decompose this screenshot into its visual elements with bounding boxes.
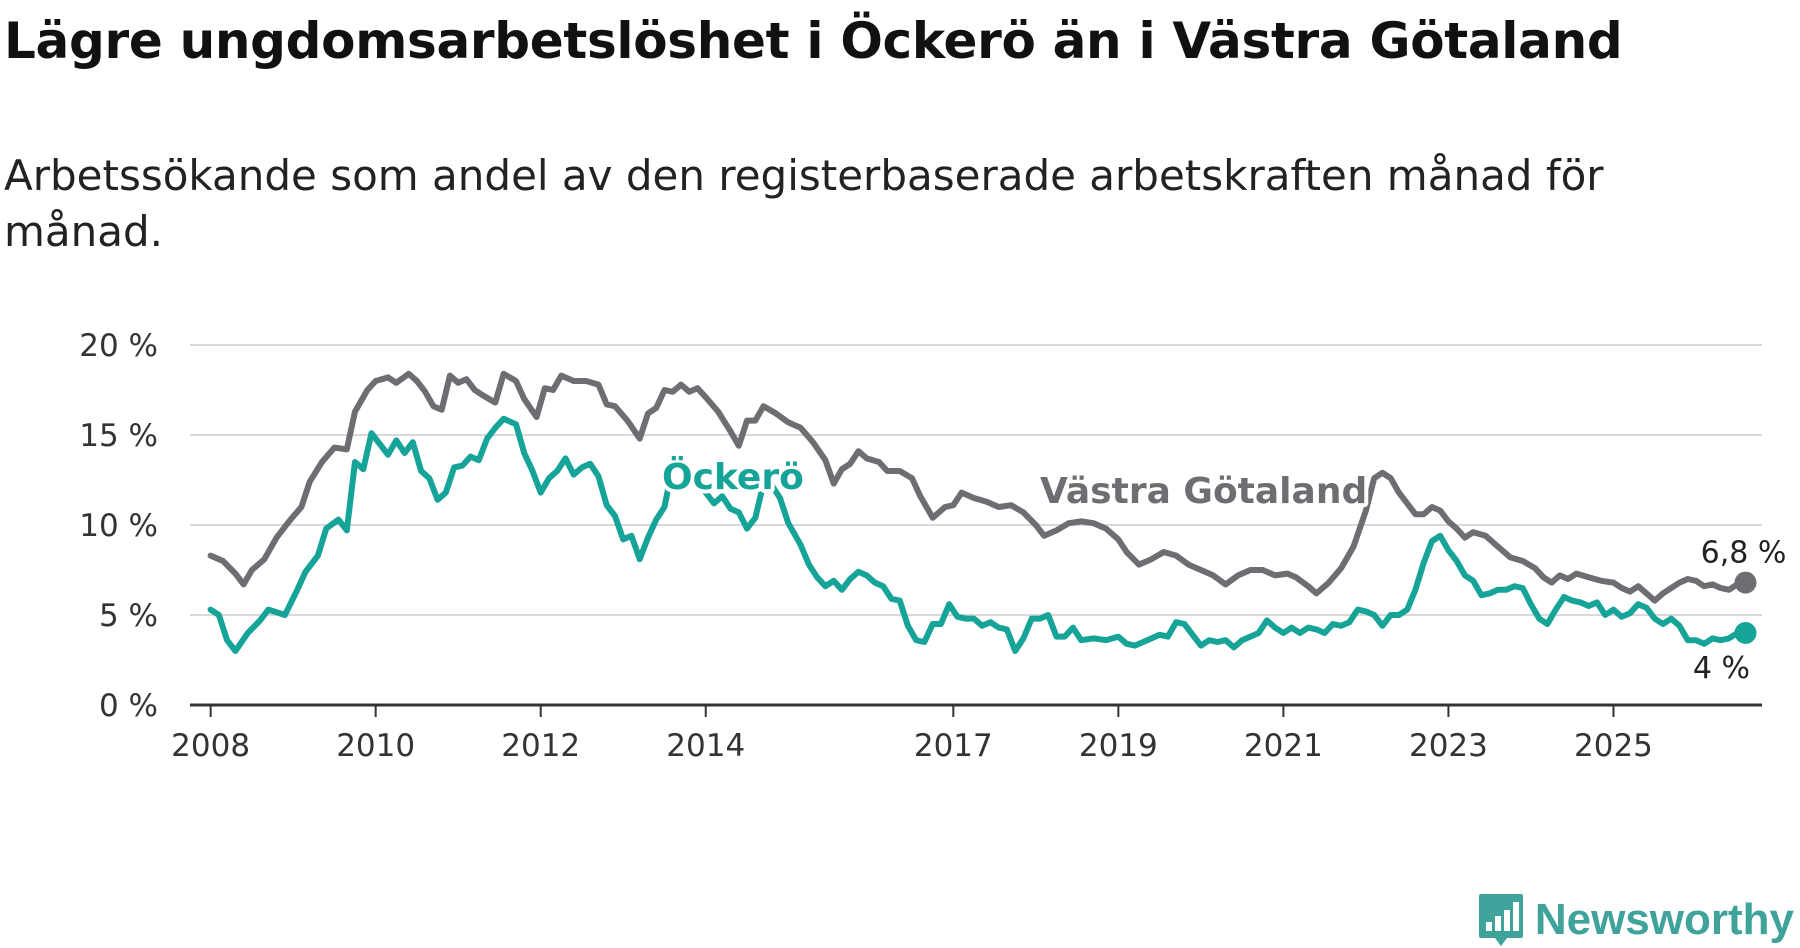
x-tick-label: 2025 xyxy=(1574,728,1653,764)
y-tick-label: 0 % xyxy=(99,688,158,724)
series-labels: Västra Götaland Öckerö 6,8 % 4 % xyxy=(658,452,1789,689)
end-value-vastra-gotaland: 6,8 % xyxy=(1701,536,1787,571)
chart-subtitle: Arbetssökande som andel av den registerb… xyxy=(4,151,1604,256)
x-tick-label: 2019 xyxy=(1079,728,1158,764)
x-tick-label: 2023 xyxy=(1409,728,1488,764)
series-label-vastra-gotaland: Västra Götaland xyxy=(1040,471,1367,512)
series-line-ockero xyxy=(207,415,1749,654)
x-tick-label: 2017 xyxy=(914,728,993,764)
x-tick-label: 2010 xyxy=(336,728,415,764)
chart-title: Lägre ungdomsarbetslöshet i Öckerö än i … xyxy=(4,12,1623,70)
series-line-vastra-gotaland xyxy=(207,370,1749,604)
newsworthy-logo: Newsworthy xyxy=(1477,892,1794,948)
x-tick-label: 2014 xyxy=(666,728,745,764)
x-axis: 2008 2010 2012 2014 2017 2019 2021 2023 2025 xyxy=(171,703,1762,764)
grid-lines xyxy=(190,344,1762,616)
y-tick-label: 15 % xyxy=(79,418,158,454)
line-chart: 0 %5 %10 %15 %20 % 2008 2010 2012 2014 2017 2… xyxy=(79,328,1789,764)
series-end-dot-vastra-gotaland xyxy=(1734,571,1757,594)
series-lines xyxy=(207,370,1757,654)
series-end-dot-ockero xyxy=(1734,622,1757,644)
end-value-ockero: 4 % xyxy=(1693,651,1750,686)
series-label-ockero: Öckerö xyxy=(662,456,804,498)
y-tick-label: 5 % xyxy=(99,598,158,634)
x-tick-label: 2021 xyxy=(1244,728,1323,764)
x-tick-label: 2008 xyxy=(171,728,250,764)
x-tick-label: 2012 xyxy=(501,728,580,764)
bar-chart-badge-icon xyxy=(1478,894,1523,946)
y-tick-label: 10 % xyxy=(79,508,158,544)
brand-name: Newsworthy xyxy=(1534,895,1794,944)
y-tick-label: 20 % xyxy=(79,328,158,364)
y-axis: 0 % 5 % 10 % 15 % 20 % xyxy=(79,328,158,724)
